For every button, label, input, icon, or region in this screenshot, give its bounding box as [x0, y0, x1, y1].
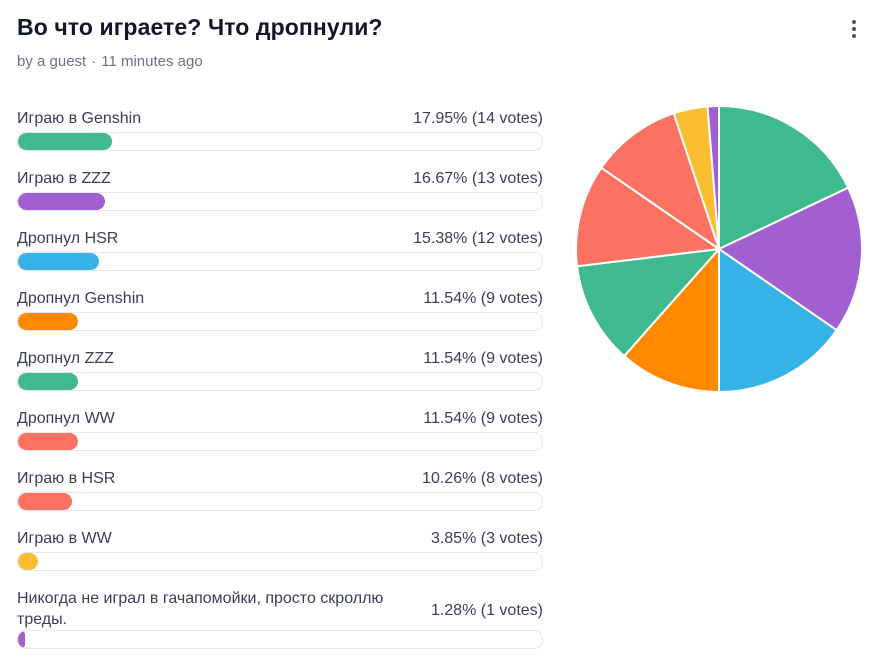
pie-slice: [623, 248, 720, 393]
pie-slice: [718, 186, 863, 332]
option-progress-fill: [18, 553, 39, 570]
option-result: 11.54% (9 votes): [423, 290, 543, 307]
option-result: 11.54% (9 votes): [423, 350, 543, 367]
option-progress-bar: [17, 630, 543, 649]
option-label: Играю в WW: [17, 530, 112, 547]
option-progress-fill: [18, 373, 79, 390]
option-label: Играю в HSR: [17, 470, 116, 487]
kebab-dot: [852, 34, 856, 38]
option-progress-bar: [17, 372, 543, 391]
option-progress-bar: [17, 312, 543, 331]
option-progress-bar: [17, 432, 543, 451]
option-result: 10.26% (8 votes): [422, 470, 543, 487]
pie-slice: [718, 248, 838, 393]
option-result: 15.38% (12 votes): [413, 230, 543, 247]
option-label: Никогда не играл в гачапомойки, просто с…: [17, 590, 384, 628]
option-result: 1.28% (1 votes): [430, 602, 543, 619]
option-progress-bar: [17, 492, 543, 511]
option-progress-bar: [17, 252, 543, 271]
option-progress-fill: [18, 313, 79, 330]
pie-slice: [706, 105, 720, 250]
option-progress-fill: [18, 133, 113, 150]
kebab-dot: [852, 20, 856, 24]
option-progress-fill: [18, 253, 99, 270]
pie-slice: [718, 105, 850, 250]
option-progress-fill: [18, 193, 106, 210]
option-progress-fill: [18, 631, 25, 648]
poll-time: 11 minutes ago: [101, 53, 203, 70]
option-result: 3.85% (3 votes): [430, 530, 543, 547]
option-label: Играю в ZZZ: [17, 170, 111, 187]
option-result: 16.67% (13 votes): [413, 170, 543, 187]
option-progress-fill: [18, 493, 72, 510]
option-label: Играю в Genshin: [17, 110, 142, 127]
option-label: Дропнул HSR: [17, 230, 119, 247]
more-options-icon[interactable]: [844, 18, 864, 40]
option-result: 17.95% (14 votes): [413, 110, 543, 127]
meta-separator: ·: [91, 53, 97, 70]
pie-slice: [600, 112, 720, 250]
pie-slice: [575, 166, 720, 268]
kebab-dot: [852, 27, 856, 31]
poll-meta: by a guest · 11 minutes ago: [17, 53, 203, 70]
option-progress-bar: [17, 552, 543, 571]
pie-slice: [576, 248, 720, 358]
pie-svg: [575, 105, 863, 393]
poll-author: by a guest: [17, 53, 87, 70]
option-result: 11.54% (9 votes): [423, 410, 543, 427]
option-progress-bar: [17, 132, 543, 151]
option-progress-bar: [17, 192, 543, 211]
option-label: Дропнул WW: [17, 410, 115, 427]
option-progress-fill: [18, 433, 79, 450]
poll-title: Во что играете? Что дропнули?: [17, 14, 383, 40]
option-label: Дропнул Genshin: [17, 290, 145, 307]
results-pie-chart: [575, 105, 863, 393]
option-label: Дропнул ZZZ: [17, 350, 114, 367]
